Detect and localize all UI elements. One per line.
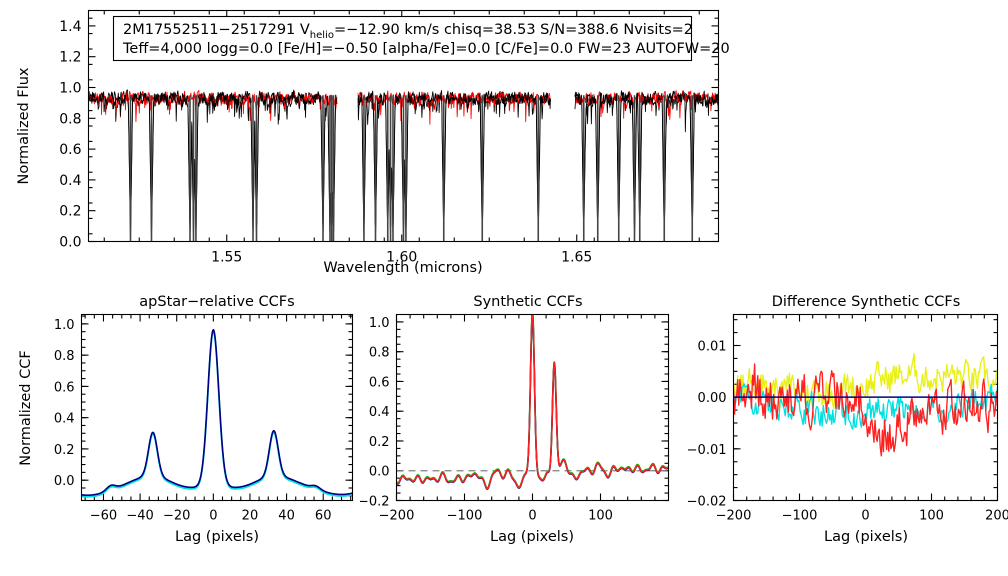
svg-text:−100: −100 [782,509,818,524]
svg-text:20: 20 [242,509,259,524]
svg-text:0.01: 0.01 [698,340,727,355]
difference-ccf-frame [732,313,999,502]
synthetic-ccf-tick-labels: −200 −100 0 100 −0.2 0.0 0.2 0.4 0.6 0.8 1.0 [360,316,613,524]
svg-text:1.65: 1.65 [561,250,592,266]
svg-text:1.55: 1.55 [211,250,242,266]
synthetic-ccf-title: Synthetic CCFs [473,294,582,310]
apstar-ccf-svg: apStar−relative CCFs −60 −40 −20 0 20 40 60 0.0… [18,294,354,545]
svg-text:0: 0 [528,509,536,524]
spectrum-yaxis-label: Normalized Flux [16,67,32,184]
svg-text:1.0: 1.0 [369,316,390,331]
svg-text:−40: −40 [126,509,153,524]
apstar-ccf-xlabel: Lag (pixels) [175,529,259,545]
synthetic-ccf-panel: Synthetic CCFs −200 −100 0 100 −0.2 0.0 0.2 0.4… [360,288,680,576]
difference-ccf-title: Difference Synthetic CCFs [772,294,961,310]
svg-text:200: 200 [985,509,1008,524]
apstar-ccf-ticks [81,314,353,501]
svg-text:0.8: 0.8 [59,111,81,127]
svg-text:1.0: 1.0 [59,81,81,97]
svg-text:100: 100 [919,509,944,524]
star-info-box: 2M17552511−2517291 Vhelio=−12.90 km/s ch… [112,15,730,62]
difference-ccf-traces [733,352,998,457]
svg-text:0.0: 0.0 [369,465,390,480]
svg-text:0: 0 [209,509,217,524]
svg-text:0.2: 0.2 [54,443,75,458]
difference-ccf-xlabel: Lag (pixels) [824,529,908,545]
svg-text:0: 0 [861,509,869,524]
spectrum-xaxis-label: Wavelength (microns) [323,260,482,276]
apstar-ccf-ylabel: Normalized CCF [18,350,34,465]
svg-text:−20: −20 [163,509,190,524]
apstar-ccf-traces [81,328,353,498]
star-info-line1-rest: =−12.90 km/s chisq=38.53 S/N=388.6 Nvisi… [334,22,693,38]
svg-text:0.0: 0.0 [54,474,75,489]
svg-text:0.4: 0.4 [54,412,75,427]
star-info-line1-main: 2M17552511−2517291 V [123,22,310,38]
svg-text:40: 40 [278,509,295,524]
star-info-vhelio-subscript: helio [310,30,334,41]
difference-ccf-tick-labels: −200 −100 0 100 200 −0.02 −0.01 0.00 0.01 [687,340,1008,524]
svg-text:−100: −100 [447,509,483,524]
svg-text:1.0: 1.0 [54,318,75,333]
svg-text:0.00: 0.00 [698,391,727,406]
spectrum-tick-labels: 1.55 1.60 1.65 0.0 0.2 0.4 0.6 0.8 1.0 1.2 1.4 [59,19,592,266]
svg-text:0.4: 0.4 [369,405,390,420]
svg-text:−200: −200 [716,509,752,524]
difference-ccf-panel: Difference Synthetic CCFs −200 −100 0 100 20… [680,288,1008,576]
svg-text:0.2: 0.2 [59,204,81,220]
spectrum-svg: 1.55 1.60 1.65 0.0 0.2 0.4 0.6 0.8 1.0 1.2 1.4 Wav… [16,9,730,276]
svg-text:−0.2: −0.2 [360,495,390,510]
svg-text:0.6: 0.6 [54,380,75,395]
svg-text:0.8: 0.8 [369,346,390,361]
svg-text:1.2: 1.2 [59,50,81,66]
apstar-ccf-panel: apStar−relative CCFs −60 −40 −20 0 20 40 60 0.0… [0,288,360,576]
apstar-ccf-frame [80,313,354,502]
svg-text:−200: −200 [379,509,415,524]
svg-text:100: 100 [588,509,613,524]
svg-text:−60: −60 [90,509,117,524]
svg-text:1.60: 1.60 [386,250,417,266]
svg-text:0.6: 0.6 [59,142,81,158]
spectrum-panel: 1.55 1.60 1.65 0.0 0.2 0.4 0.6 0.8 1.0 1.2 1.4 Wav… [16,9,730,276]
svg-text:0.0: 0.0 [59,235,81,251]
synthetic-ccf-svg: Synthetic CCFs −200 −100 0 100 −0.2 0.0 0.2 0.4… [360,294,670,545]
apstar-ccf-tick-labels: −60 −40 −20 0 20 40 60 0.0 0.2 0.4 0.6 0.8 1.0 [54,318,332,524]
svg-text:0.8: 0.8 [54,349,75,364]
synthetic-ccf-frame [395,313,670,502]
svg-text:0.2: 0.2 [369,435,390,450]
svg-text:0.6: 0.6 [369,375,390,390]
svg-text:−0.02: −0.02 [687,495,727,510]
svg-text:0.4: 0.4 [59,173,81,189]
svg-text:1.4: 1.4 [59,19,81,35]
synthetic-ccf-ticks [395,314,669,502]
difference-ccf-svg: Difference Synthetic CCFs −200 −100 0 100 20… [687,294,1008,545]
svg-text:60: 60 [315,509,332,524]
synthetic-ccf-traces [396,314,669,490]
apstar-ccf-title: apStar−relative CCFs [139,294,294,310]
star-info-line2: Teff=4,000 logg=0.0 [Fe/H]=−0.50 [alpha/… [122,41,730,57]
synthetic-ccf-xlabel: Lag (pixels) [490,529,574,545]
star-info-box-border [112,15,693,62]
star-info-line1: 2M17552511−2517291 Vhelio=−12.90 km/s ch… [123,22,693,41]
svg-text:−0.01: −0.01 [687,443,727,458]
spectrum-plot-frame [87,9,720,243]
spectrum-data-traces [88,89,719,242]
